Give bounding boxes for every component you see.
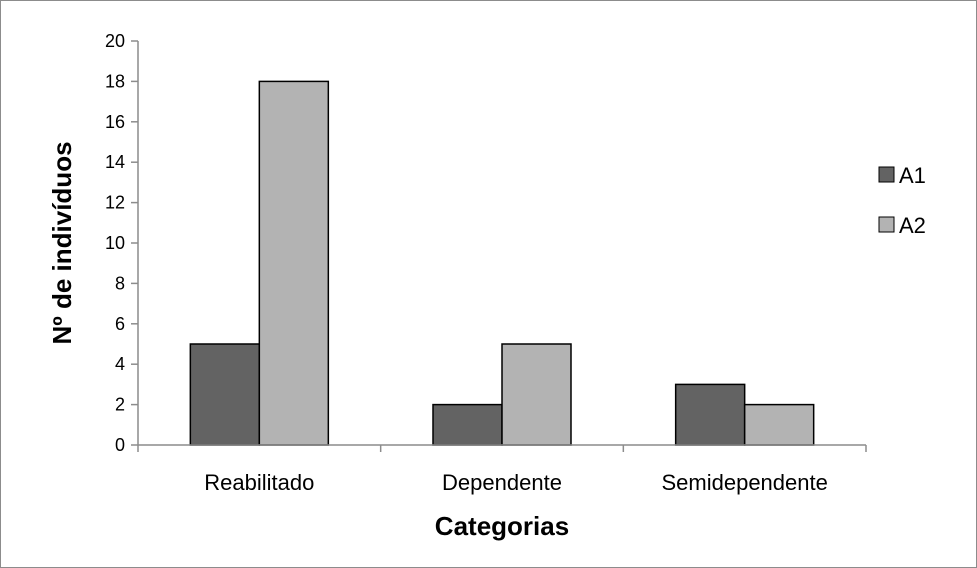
bar-a1-dependente [432,403,503,446]
legend-label-a1: A1 [899,163,926,188]
y-tick-label: 4 [115,354,125,374]
x-axis-title: Categorias [435,511,569,541]
y-tick-label: 6 [115,314,125,334]
x-category-label: Dependente [442,470,562,495]
bar-a2-reabilitado [258,80,330,446]
bars-group [189,80,815,446]
y-tick-label: 2 [115,395,125,415]
y-axis-title: Nº de indivíduos [47,141,77,344]
y-ticks-group: 0 2 4 6 8 10 12 14 16 18 20 [105,31,138,455]
legend-swatch-a1 [878,166,895,183]
y-tick-label: 20 [105,31,125,51]
legend-label-a2: A2 [899,213,926,238]
y-tick-label: 0 [115,435,125,455]
x-category-label: Semidependente [661,470,827,495]
bar-a1-reabilitado [189,343,261,446]
legend-swatch-a2 [878,216,895,233]
bar-a2-dependente [501,343,572,446]
bar-a2-semidependente [743,403,815,446]
x-ticks-group: Reabilitado Dependente Semidependente [137,445,867,495]
y-tick-label: 10 [105,233,125,253]
x-category-label: Reabilitado [204,470,314,495]
bar-a1-semidependente [674,383,746,446]
y-tick-label: 14 [105,152,125,172]
y-tick-label: 8 [115,273,125,293]
legend: A1 A2 [878,163,926,238]
y-tick-label: 18 [105,71,125,91]
y-tick-label: 12 [105,193,125,213]
y-tick-label: 16 [105,112,125,132]
